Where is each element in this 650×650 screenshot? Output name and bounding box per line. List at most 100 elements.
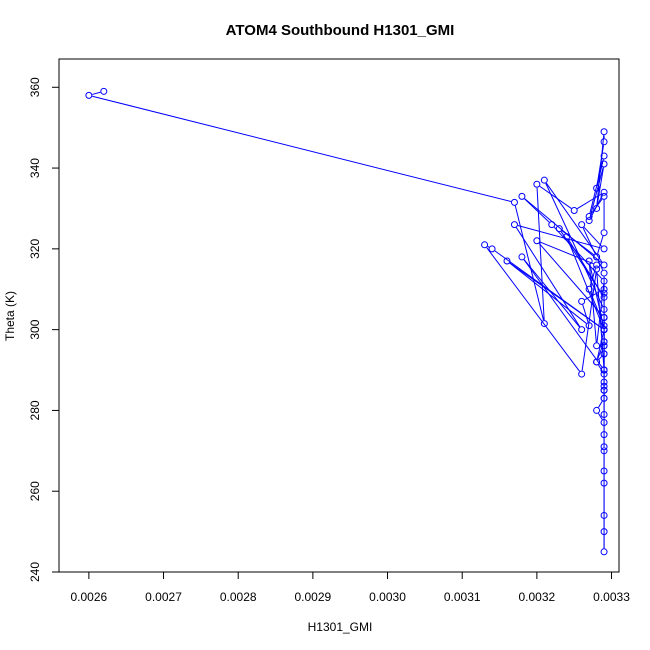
data-point [600, 386, 608, 394]
series-segment [92, 91, 101, 95]
series-segment [581, 272, 597, 371]
data-point [600, 467, 608, 475]
y-tick-label: 260 [28, 481, 42, 501]
series-segment [598, 364, 603, 372]
x-axis: 0.0026 0.0027 0.0028 0.0029 0.0030 0.0031 0.00… [71, 572, 630, 604]
series-segment [539, 185, 572, 209]
data-point [600, 326, 608, 334]
x-tick-label: 0.0033 [593, 590, 630, 604]
data-point [600, 394, 608, 402]
data-point [548, 221, 556, 229]
y-tick-label: 360 [28, 77, 42, 97]
data-point [100, 87, 108, 95]
data-point [600, 322, 608, 330]
x-tick-label: 0.0027 [145, 590, 182, 604]
x-tick-label: 0.0028 [220, 590, 257, 604]
data-point [533, 180, 541, 188]
data-point [585, 257, 593, 265]
series-segment [596, 167, 604, 206]
data-point [593, 253, 601, 261]
y-tick-label: 240 [28, 562, 42, 582]
data-point [600, 305, 608, 313]
x-tick-label: 0.0030 [369, 590, 406, 604]
data-point [600, 419, 608, 427]
data-point [570, 206, 578, 214]
data-point [600, 378, 608, 386]
data-point [563, 233, 571, 241]
data-point [578, 221, 586, 229]
data-point [488, 245, 496, 253]
data-point [585, 322, 593, 330]
data-point [600, 338, 608, 346]
data-point [593, 204, 601, 212]
data-point [600, 366, 608, 374]
data-point [540, 320, 548, 328]
data-point [593, 265, 601, 273]
data-point [600, 314, 608, 322]
series-segment [545, 183, 604, 307]
data-point [540, 176, 548, 184]
series-segment [517, 225, 601, 249]
data-point [518, 253, 526, 261]
data-point [600, 289, 608, 297]
series-segment [598, 413, 603, 420]
data-point [600, 188, 608, 196]
data-point [600, 479, 608, 487]
series-segment [538, 243, 603, 316]
data-point [600, 160, 608, 168]
series-segment [92, 95, 512, 203]
data-point [600, 410, 608, 418]
series-segment [560, 231, 603, 295]
data-point [585, 217, 593, 225]
data-point [593, 406, 601, 414]
series-segment [583, 226, 603, 247]
data-point [600, 269, 608, 277]
series-segment [561, 230, 595, 256]
series-segment [576, 193, 602, 210]
series-group [85, 87, 608, 556]
data-point [85, 91, 93, 99]
data-point [600, 350, 608, 358]
x-axis-label: H1301_GMI [308, 620, 373, 634]
data-point [600, 261, 608, 269]
series-segment [597, 344, 604, 359]
series-segment [509, 262, 587, 324]
y-axis: 240 260 280 300 320 340 360 [28, 77, 59, 582]
data-point [518, 192, 526, 200]
x-tick-label: 0.0026 [71, 590, 108, 604]
data-point [593, 184, 601, 192]
data-point [600, 245, 608, 253]
series-segment [514, 205, 544, 321]
data-point [600, 370, 608, 378]
data-point [503, 257, 511, 265]
y-tick-label: 320 [28, 239, 42, 259]
series-segment [596, 332, 604, 359]
data-point [600, 128, 608, 136]
chart-title: ATOM4 Southbound H1301_GMI [226, 22, 455, 39]
y-tick-label: 280 [28, 400, 42, 420]
data-point [600, 382, 608, 390]
plot-border [58, 58, 620, 573]
data-point [600, 138, 608, 146]
data-point [600, 443, 608, 451]
x-tick-label: 0.0029 [295, 590, 332, 604]
data-point [578, 297, 586, 305]
data-point [585, 213, 593, 221]
x-tick-label: 0.0032 [519, 590, 556, 604]
data-point [481, 241, 489, 249]
y-tick-label: 340 [28, 158, 42, 178]
data-point [600, 342, 608, 350]
data-point [600, 285, 608, 293]
data-point [600, 277, 608, 285]
data-point [533, 237, 541, 245]
data-point [600, 192, 608, 200]
data-point [600, 548, 608, 556]
series-segment [589, 167, 604, 218]
series-segment [539, 241, 594, 265]
x-tick-label: 0.0031 [444, 590, 481, 604]
y-axis-label: Theta (K) [3, 291, 17, 341]
series-segment [597, 259, 604, 271]
data-point [600, 152, 608, 160]
series-segment [567, 239, 604, 327]
